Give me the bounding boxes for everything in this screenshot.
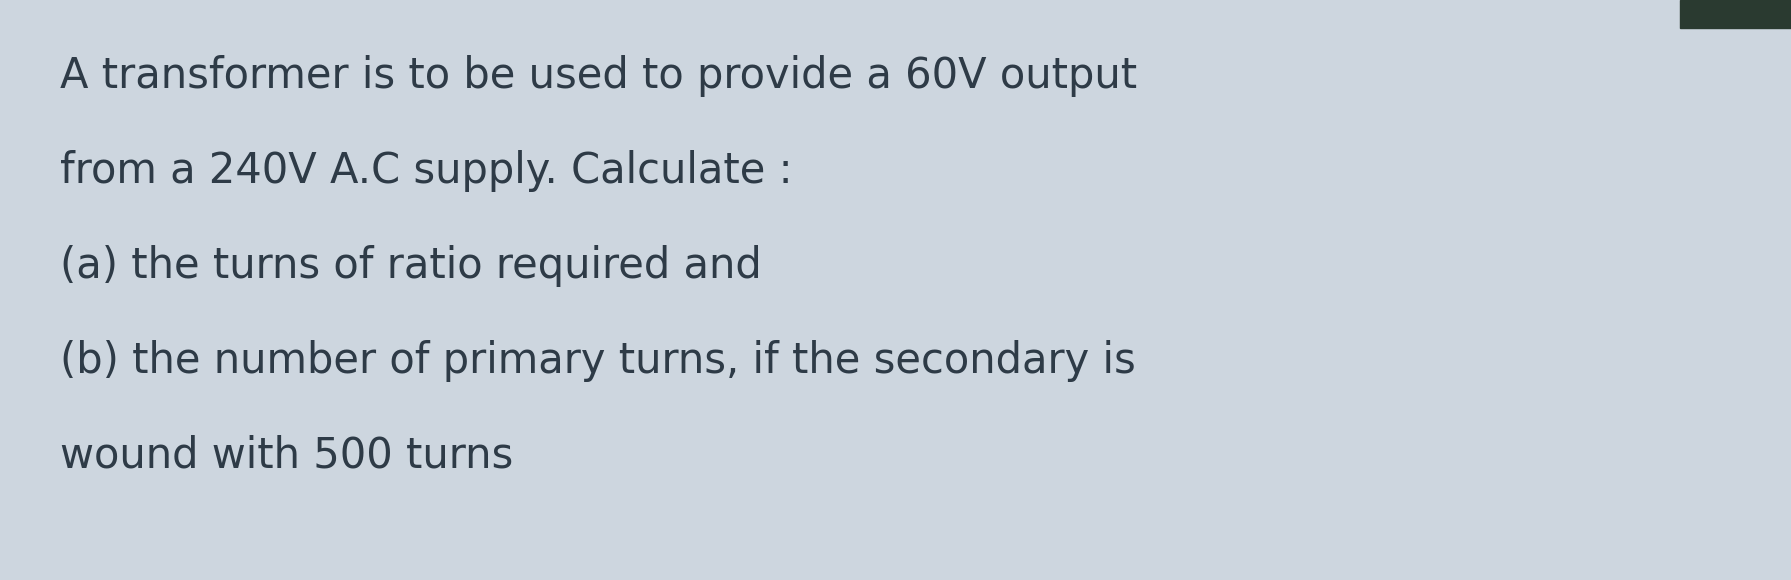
Text: (a) the turns of ratio required and: (a) the turns of ratio required and	[61, 245, 761, 287]
Text: wound with 500 turns: wound with 500 turns	[61, 435, 514, 477]
Text: A transformer is to be used to provide a 60V output: A transformer is to be used to provide a…	[61, 55, 1137, 97]
FancyBboxPatch shape	[1680, 0, 1791, 28]
Text: from a 240V A.C supply. Calculate :: from a 240V A.C supply. Calculate :	[61, 150, 793, 192]
Text: (b) the number of primary turns, if the secondary is: (b) the number of primary turns, if the …	[61, 340, 1135, 382]
